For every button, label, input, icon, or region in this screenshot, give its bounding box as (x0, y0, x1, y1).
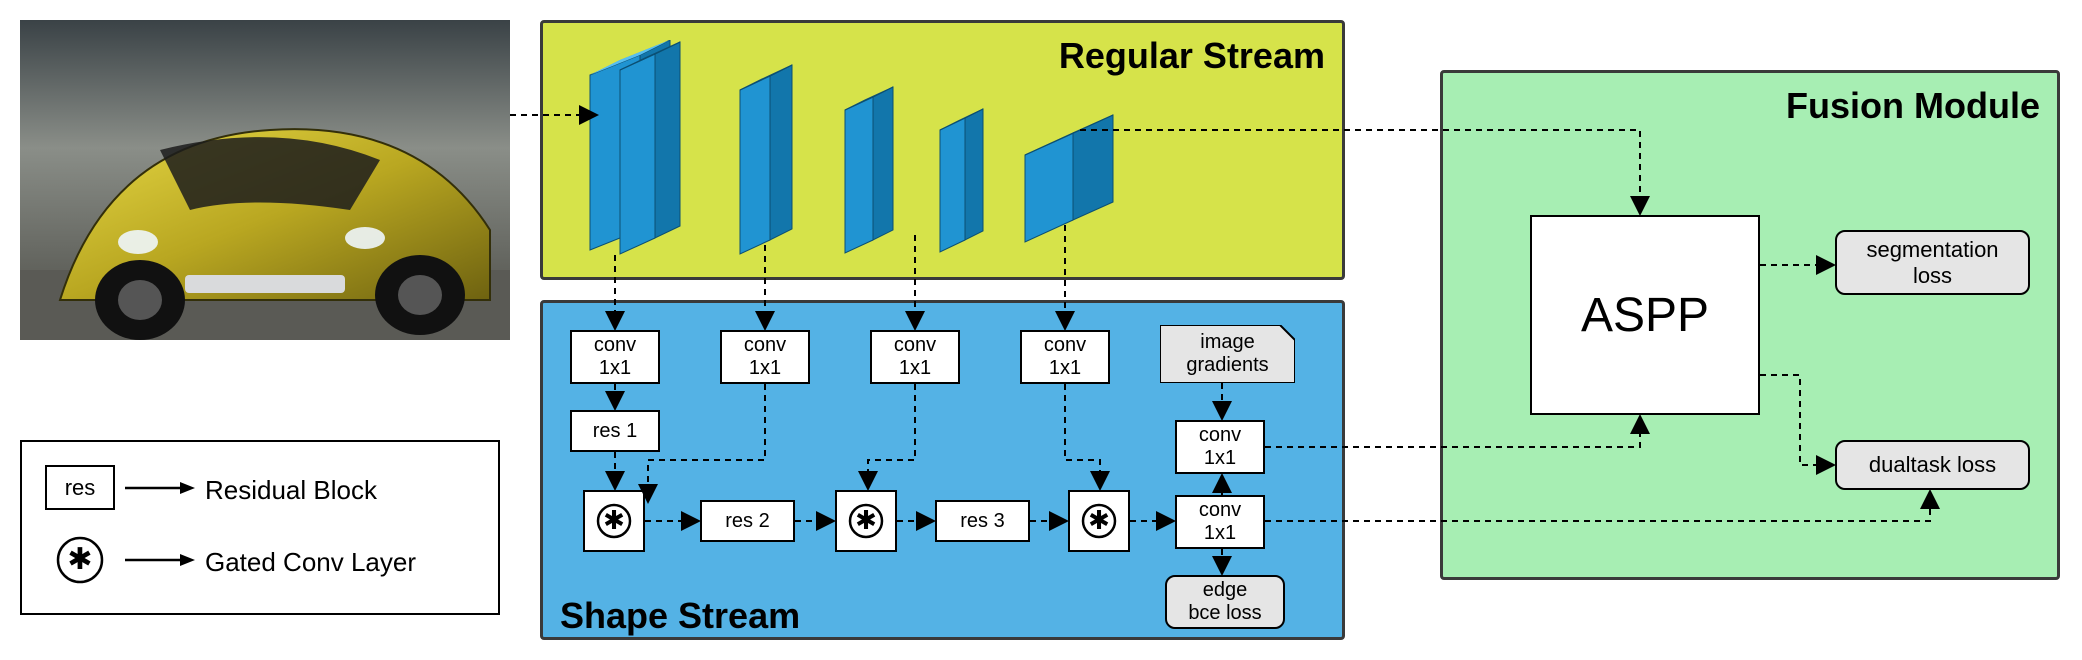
gated2-icon: ✱ (835, 490, 897, 552)
regular-stream-cubes (560, 40, 1120, 270)
legend-res-text: Residual Block (205, 475, 377, 506)
segmentation-loss-block: segmentation loss (1835, 230, 2030, 295)
fusion-module-title: Fusion Module (1740, 85, 2040, 127)
svg-text:✱: ✱ (603, 505, 625, 535)
image-gradients-block: image gradients (1160, 325, 1295, 383)
res3-block: res 3 (935, 500, 1030, 542)
legend-res-arrow-icon (125, 478, 195, 498)
svg-text:✱: ✱ (855, 505, 877, 535)
res1-block: res 1 (570, 410, 660, 452)
gated3-icon: ✱ (1068, 490, 1130, 552)
conv6-block: conv 1x1 (1175, 495, 1265, 549)
legend-res-box: res (45, 465, 115, 510)
legend-gated-arrow-icon (125, 550, 195, 570)
svg-text:✱: ✱ (67, 543, 92, 576)
edge-bce-loss-block: edge bce loss (1165, 575, 1285, 629)
gated1-icon: ✱ (583, 490, 645, 552)
res2-block: res 2 (700, 500, 795, 542)
conv4-block: conv 1x1 (1020, 330, 1110, 384)
input-image (20, 20, 510, 340)
diagram-canvas: Regular Stream (0, 0, 2082, 660)
legend-gated-icon: ✱ (55, 535, 105, 585)
aspp-block: ASPP (1530, 215, 1760, 415)
conv3-block: conv 1x1 (870, 330, 960, 384)
legend-gated-text: Gated Conv Layer (205, 547, 416, 578)
dualtask-loss-block: dualtask loss (1835, 440, 2030, 490)
conv5-block: conv 1x1 (1175, 420, 1265, 474)
conv1-block: conv 1x1 (570, 330, 660, 384)
conv2-block: conv 1x1 (720, 330, 810, 384)
svg-text:✱: ✱ (1088, 505, 1110, 535)
shape-stream-title: Shape Stream (560, 595, 800, 637)
